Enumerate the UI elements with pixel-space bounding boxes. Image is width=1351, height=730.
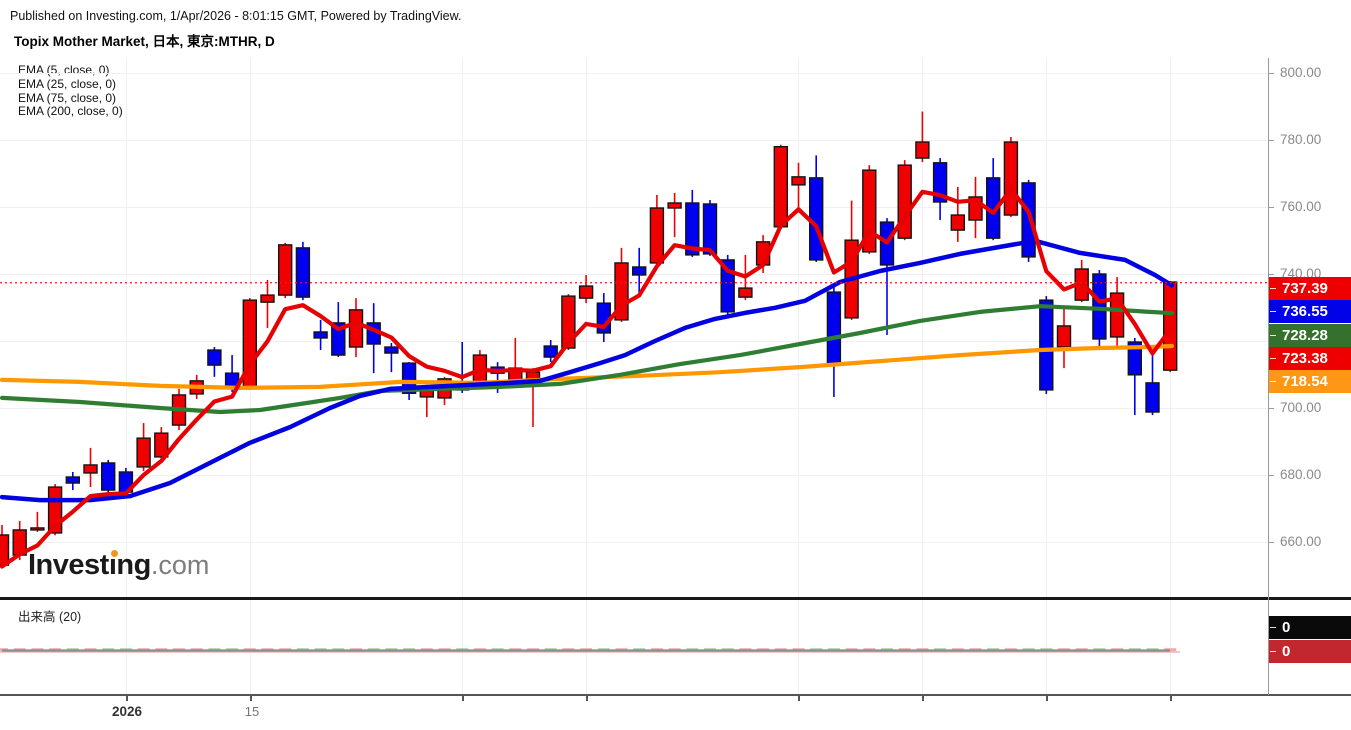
price-label: 780.00 — [1280, 132, 1322, 147]
price-label: 660.00 — [1280, 534, 1322, 549]
price-tick — [1269, 475, 1274, 476]
price-tick — [1269, 542, 1274, 543]
time-tick — [126, 696, 128, 701]
price-tick — [1269, 207, 1274, 208]
time-tick — [1170, 696, 1172, 701]
price-badge: 723.38 — [1269, 346, 1351, 370]
time-axis-line — [0, 694, 1351, 696]
legend-item-ema25: EMA (25, close, 0) — [18, 76, 117, 91]
legend-item-ema200: EMA (200, close, 0) — [18, 104, 123, 119]
price-tick — [1269, 274, 1274, 275]
price-axis: 800.00780.00760.00740.00720.00700.00680.… — [1268, 58, 1351, 695]
time-tick — [798, 696, 800, 701]
time-tick — [922, 696, 924, 701]
price-label: 800.00 — [1280, 65, 1322, 80]
legend-item-ema75: EMA (75, close, 0) — [18, 90, 117, 105]
time-tick — [250, 696, 252, 701]
time-label: 15 — [244, 704, 260, 719]
logo-orange-dot-i: ı — [108, 549, 117, 581]
volume-pane — [0, 600, 1180, 694]
price-label: 680.00 — [1280, 467, 1322, 482]
volume-badge: 0 — [1269, 640, 1351, 663]
time-tick — [586, 696, 588, 701]
time-label: 2026 — [111, 704, 143, 719]
time-tick — [1046, 696, 1048, 701]
pane-divider — [0, 597, 1351, 600]
price-tick — [1269, 140, 1274, 141]
price-tick — [1269, 408, 1274, 409]
investing-logo: Investıng.com — [28, 549, 210, 581]
time-tick — [462, 696, 464, 701]
logo-com-suffix: .com — [150, 550, 210, 580]
price-badge: 728.28 — [1269, 323, 1351, 347]
price-label: 700.00 — [1280, 400, 1322, 415]
price-label: 760.00 — [1280, 199, 1322, 214]
price-tick — [1269, 73, 1274, 74]
volume-indicator-label: 出来高 (20) — [18, 610, 82, 624]
price-badge: 736.55 — [1269, 300, 1351, 324]
volume-badge: 0 — [1269, 616, 1351, 639]
price-chart-pane — [0, 58, 1268, 597]
published-info-line: Published on Investing.com, 1/Apr/2026 -… — [10, 9, 462, 23]
price-badge: 718.54 — [1269, 370, 1351, 394]
chart-title: Topix Mother Market, 日本, 東京:MTHR, D — [14, 34, 275, 49]
price-badge: 737.39 — [1269, 277, 1351, 300]
